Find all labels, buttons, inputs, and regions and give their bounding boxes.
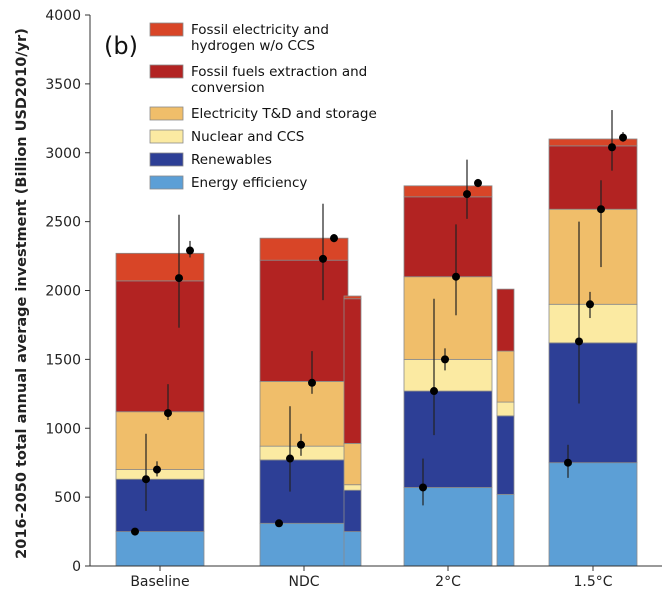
data-point: [164, 409, 172, 418]
bar-segment-narrow1-0: [496, 493, 515, 567]
bars: [115, 138, 638, 567]
bar-segment-cat2-1: [403, 390, 493, 488]
y-tick-label: 1500: [45, 352, 81, 368]
data-point: [597, 205, 605, 214]
data-point: [564, 458, 572, 467]
legend-entry: Fossil fuels extraction and conversion: [191, 64, 367, 96]
data-point: [275, 519, 283, 528]
x-tick-label: Baseline: [130, 574, 189, 590]
x-tick-label: 2°C: [435, 574, 461, 590]
y-tick-label: 3000: [45, 146, 81, 162]
axes: 0 500 1000 1500 2000 2500 3000 3500 4000 Baseline…: [45, 8, 662, 590]
legend-entry: Fossil electricity and hydrogen w/o CCS: [191, 22, 329, 54]
bar-segment-narrow0-5: [343, 295, 362, 300]
bar-segment-narrow0-3: [343, 443, 362, 486]
data-point: [186, 246, 194, 255]
y-tick-label: 4000: [45, 8, 81, 24]
data-point: [131, 527, 139, 536]
bar-segment-cat3-1: [548, 342, 638, 464]
bar-segment-cat3-5: [548, 138, 638, 147]
y-tick-label: 2000: [45, 284, 81, 300]
bar-segment-cat1-3: [259, 381, 349, 447]
bar-segment-cat3-0: [548, 462, 638, 567]
legend-entry: Energy efficiency: [191, 175, 307, 191]
bar-segment-cat1-2: [259, 445, 349, 461]
panel-label: (b): [104, 32, 138, 60]
bar-segment-cat2-3: [403, 276, 493, 360]
y-tick-label: 1000: [45, 421, 81, 437]
data-point: [297, 440, 305, 449]
bar-segment-cat3-3: [548, 208, 638, 305]
legend-swatch: [149, 106, 184, 121]
data-point: [474, 179, 482, 188]
data-point: [463, 190, 471, 199]
data-point: [308, 378, 316, 387]
bar-segment-cat2-0: [403, 487, 493, 567]
y-tick-label: 3500: [45, 77, 81, 93]
bar-segment-cat0-1: [115, 478, 205, 532]
data-point: [430, 387, 438, 396]
bar-segment-cat2-5: [403, 185, 493, 198]
bar-segment-cat0-0: [115, 531, 205, 567]
x-tick-label: 1.5°C: [573, 574, 612, 590]
data-point: [286, 454, 294, 463]
data-point: [452, 272, 460, 281]
bar-segment-cat1-4: [259, 259, 349, 382]
bar-segment-narrow0-0: [343, 531, 362, 567]
y-axis-label: 2016-2050 total annual average investmen…: [14, 28, 30, 559]
x-tick-label: NDC: [288, 574, 319, 590]
bar-segment-narrow0-1: [343, 489, 362, 532]
legend-swatch: [149, 175, 184, 190]
bar-segment-narrow1-2: [496, 401, 515, 417]
legend-entry: Electricity T&D and storage: [191, 106, 377, 122]
bar-segment-cat0-5: [115, 252, 205, 282]
data-point: [586, 300, 594, 309]
data-point: [153, 465, 161, 474]
bar-segment-narrow1-4: [496, 288, 515, 352]
bar-segment-cat0-3: [115, 411, 205, 470]
bar-segment-cat2-4: [403, 196, 493, 278]
data-point: [608, 143, 616, 152]
y-tick-label: 500: [54, 490, 81, 506]
data-point: [175, 274, 183, 283]
data-point: [319, 254, 327, 263]
data-point: [142, 475, 150, 484]
legend-swatch: [149, 129, 184, 144]
legend-swatch: [149, 22, 184, 37]
y-tick-label: 0: [72, 559, 81, 575]
bar-segment-cat3-2: [548, 303, 638, 344]
bar-segment-narrow0-2: [343, 484, 362, 491]
error-bars: [131, 110, 627, 536]
bar-segment-narrow1-1: [496, 415, 515, 495]
bar-segment-cat1-1: [259, 459, 349, 524]
bar-segment-cat1-0: [259, 522, 349, 567]
bar-segment-narrow1-3: [496, 350, 515, 403]
data-point: [441, 355, 449, 364]
data-point: [575, 337, 583, 346]
legend-entry: Renewables: [191, 152, 272, 168]
legend-entry: Nuclear and CCS: [191, 129, 304, 145]
legend: Fossil electricity and hydrogen w/o CCS Fo…: [149, 22, 377, 191]
data-point: [330, 234, 338, 243]
bar-segment-cat0-4: [115, 280, 205, 413]
bar-segment-cat2-2: [403, 358, 493, 392]
legend-swatch: [149, 152, 184, 167]
data-point: [619, 133, 627, 142]
bar-segment-cat1-5: [259, 237, 349, 261]
bar-segment-narrow0-4: [343, 298, 362, 444]
y-tick-label: 2500: [45, 215, 81, 231]
legend-swatch: [149, 64, 184, 79]
bar-segment-cat3-4: [548, 145, 638, 210]
data-point: [419, 483, 427, 492]
